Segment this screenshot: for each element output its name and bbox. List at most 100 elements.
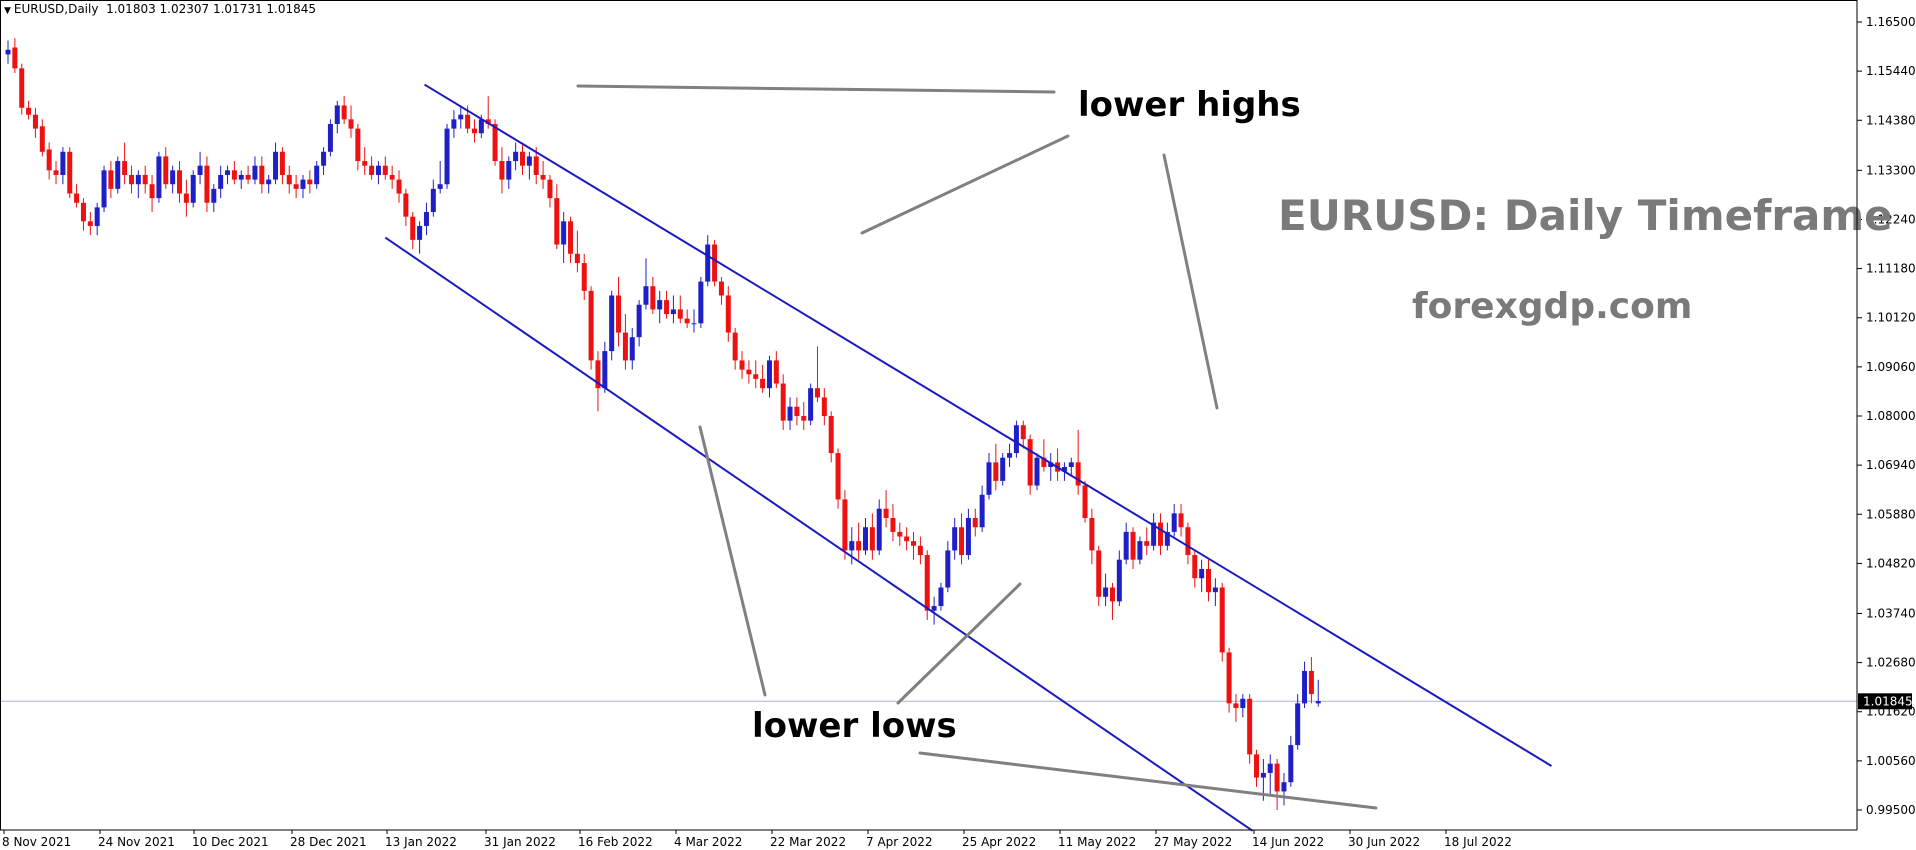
x-tick-label: 22 Mar 2022	[770, 835, 846, 849]
candle-body-bullish	[417, 225, 423, 240]
x-tick-label: 25 Apr 2022	[962, 835, 1036, 849]
candle-body-bearish	[622, 332, 628, 361]
candle-body-bullish	[252, 165, 258, 180]
candle	[1096, 545, 1102, 607]
candle	[1137, 536, 1143, 565]
candle-body-bearish	[1192, 555, 1198, 579]
candle	[801, 402, 807, 430]
channel-lower-line[interactable]	[384, 236, 1254, 832]
watermark-site: forexgdp.com	[1412, 286, 1692, 327]
y-tick-label: 1.14380	[1866, 113, 1916, 127]
candle-body-bearish	[471, 128, 477, 134]
candle-body-bullish	[1123, 531, 1129, 560]
channel-upper-line[interactable]	[423, 83, 1553, 767]
candle	[273, 142, 279, 185]
y-tick-label: 1.12240	[1866, 212, 1916, 226]
candle-body-bearish	[650, 286, 656, 310]
candle	[856, 522, 862, 560]
candle-body-bullish	[1199, 568, 1205, 579]
candle-body-bearish	[718, 281, 724, 296]
candle-body-bearish	[1027, 439, 1033, 486]
candle-body-bullish	[513, 151, 519, 162]
candle-body-bullish	[1302, 670, 1308, 704]
candle-body-bearish	[348, 119, 354, 129]
candle-body-bearish	[712, 244, 718, 282]
candle	[979, 485, 985, 532]
candle-body-bearish	[547, 179, 553, 199]
candle	[581, 253, 587, 301]
candle	[334, 100, 340, 134]
candle	[568, 216, 574, 264]
candle	[293, 174, 299, 199]
candle-body-bearish	[732, 332, 738, 361]
candle-body-bearish	[1206, 568, 1211, 593]
candle-body-bearish	[801, 416, 807, 421]
candle-body-bearish	[108, 170, 114, 189]
y-tick-label: 1.11180	[1866, 262, 1916, 276]
arrow-lower-highs-middle	[860, 134, 1070, 235]
candle	[458, 105, 464, 129]
candle	[1041, 439, 1047, 472]
candle-body-bullish	[1007, 453, 1013, 458]
candle	[725, 286, 731, 342]
candle	[835, 448, 841, 509]
x-tick-label: 24 Nov 2021	[98, 835, 175, 849]
candle-body-bearish	[917, 545, 923, 556]
candle-body-bullish	[766, 360, 772, 389]
candle	[1103, 573, 1109, 607]
candle	[355, 123, 361, 171]
candle	[753, 360, 759, 389]
candle-body-bearish	[581, 263, 587, 291]
candle	[375, 161, 381, 185]
candle	[128, 165, 134, 194]
candle	[87, 212, 93, 236]
x-tick-label: 27 May 2022	[1154, 835, 1232, 849]
candle	[670, 295, 676, 324]
candle-body-bearish	[664, 300, 670, 315]
candle-body-bearish	[725, 295, 731, 333]
candle-body-bullish	[643, 286, 649, 305]
candle-body-bullish	[698, 281, 704, 324]
candle	[430, 179, 436, 217]
y-tick-label: 1.10120	[1866, 311, 1916, 325]
candle-body-bullish	[691, 323, 697, 325]
descending-channel[interactable]	[384, 83, 1553, 832]
candle-body-bullish	[430, 188, 436, 213]
candle	[513, 142, 519, 171]
arrow-lower-highs-right	[1162, 153, 1219, 410]
candle-body-bearish	[1075, 462, 1081, 486]
candle-body-bullish	[1260, 772, 1266, 778]
candle-body-bullish	[965, 517, 971, 556]
candle	[259, 156, 265, 194]
candle	[780, 374, 786, 430]
candle-body-bullish	[60, 151, 66, 175]
candle-body-bearish	[1226, 652, 1232, 704]
dropdown-triangle-icon[interactable]: ▼	[4, 6, 11, 16]
candle	[1281, 772, 1287, 806]
candle	[238, 170, 244, 189]
candle-body-bearish	[1185, 527, 1191, 556]
candle-body-bearish	[794, 406, 800, 416]
candle	[547, 174, 553, 208]
candle-body-bullish	[1240, 698, 1246, 709]
candle	[46, 142, 52, 180]
candle	[1295, 694, 1301, 750]
candle	[183, 179, 189, 217]
candle	[115, 156, 121, 194]
candle-body-bearish	[869, 527, 875, 551]
candle-body-bullish	[190, 174, 196, 203]
candle	[965, 508, 971, 560]
candle	[808, 383, 814, 426]
arrow-lower-highs-left	[576, 84, 1056, 94]
candle-body-bullish	[170, 170, 176, 185]
candle	[849, 527, 855, 565]
candle-body-bullish	[444, 128, 450, 185]
candle	[74, 184, 80, 208]
candle-body-bearish	[856, 541, 862, 551]
candle-body-bullish	[1034, 457, 1040, 486]
candle-body-bullish	[451, 119, 457, 129]
y-tick-label: 1.08000	[1866, 409, 1916, 423]
candle-body-bearish	[163, 156, 169, 185]
candle-body-bearish	[369, 165, 375, 175]
